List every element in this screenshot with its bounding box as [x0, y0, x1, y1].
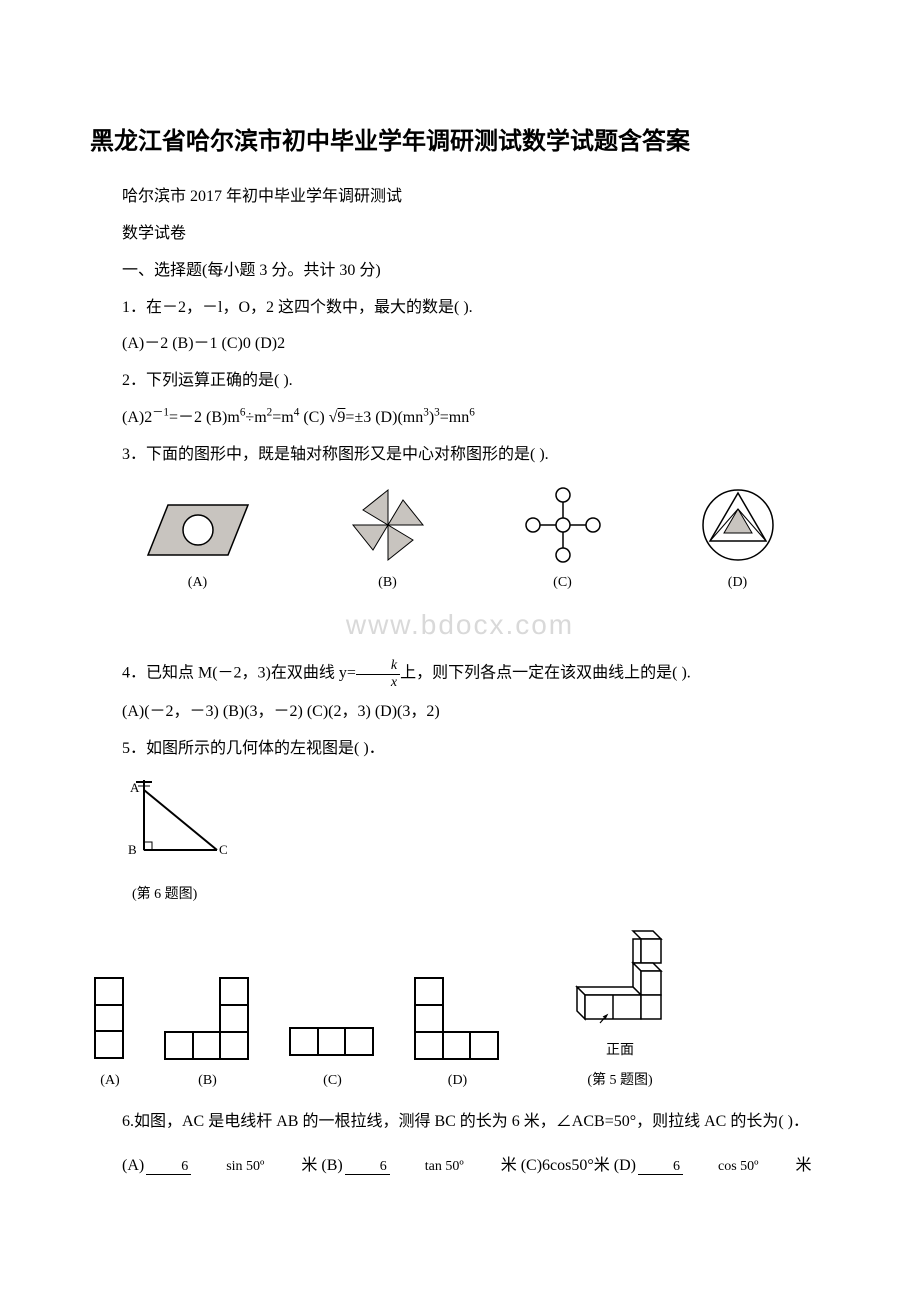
view-a-icon: [90, 973, 130, 1063]
section-heading: 一、选择题(每小题 3 分。共计 30 分): [90, 257, 830, 286]
q4-frac: kx: [356, 658, 400, 690]
q3-fig-a: (A): [143, 495, 253, 595]
q2-opt-a5: (C): [299, 409, 328, 426]
q6-num-a: 6: [146, 1159, 191, 1175]
q6-optc-label: 米 (C)6cos50°米 (D): [469, 1152, 636, 1181]
view-b-icon: [160, 973, 255, 1063]
sup-neg1: －1: [152, 407, 169, 419]
vertex-a: A: [130, 780, 140, 795]
q5-label-a: (A): [100, 1068, 119, 1093]
q3-text: 3．下面的图形中，既是轴对称图形又是中心对称图形的是( ).: [90, 441, 830, 470]
q4-post: 上，则下列各点一定在该双曲线上的是( ).: [400, 665, 691, 682]
q2-opt-a4: =m: [272, 409, 293, 426]
q3-fig-c: (C): [523, 485, 603, 595]
paper-name: 数学试卷: [90, 220, 830, 249]
circle-triangle-icon: [698, 485, 778, 565]
q3-fig-d: (D): [698, 485, 778, 595]
q5-fig-a: (A): [90, 973, 130, 1093]
q6-num-d: 6: [638, 1159, 683, 1175]
q2-text: 2．下列运算正确的是( ).: [90, 367, 830, 396]
q6-optd-suffix: 米: [764, 1152, 812, 1181]
view-d-icon: [410, 973, 505, 1063]
q6-frac-a: 6sin 50º: [146, 1159, 267, 1175]
parallelogram-circle-icon: [143, 495, 253, 565]
vertex-b: B: [128, 842, 137, 857]
sup-6b: 6: [469, 407, 475, 419]
q4-text: 4．已知点 M(－2，3)在双曲线 y=kx上，则下列各点一定在该双曲线上的是(…: [90, 658, 830, 690]
q4-x: x: [356, 675, 400, 690]
q6-optb-label: 米 (B): [269, 1152, 342, 1181]
q5-fig-c: (C): [285, 1018, 380, 1093]
view-c-icon: [285, 1018, 380, 1063]
q3-fig-b: (B): [348, 485, 428, 595]
q6-den-b: tan 50º: [390, 1159, 467, 1174]
q2-opt-a2: =－2 (B)m: [169, 409, 240, 426]
sqrt9: 9: [337, 409, 345, 426]
solid-icon: [565, 923, 675, 1033]
q5-solid: 正面 (第 5 题图): [565, 923, 675, 1093]
q1-options: (A)－2 (B)－1 (C)0 (D)2: [90, 330, 830, 359]
q6-frac-b: 6tan 50º: [345, 1159, 467, 1175]
q2-opt-a8: =mn: [440, 409, 469, 426]
q6-den-d: cos 50º: [683, 1159, 762, 1174]
q2-opt-a: (A)2: [122, 409, 152, 426]
q6-frac-d: 6cos 50º: [638, 1159, 762, 1175]
watermark: www.bdocx.com: [90, 600, 830, 650]
q5-text: 5．如图所示的几何体的左视图是( )．: [90, 735, 830, 764]
pinwheel-icon: [348, 485, 428, 565]
q2-opt-a6: =±3 (D)(mn: [345, 409, 423, 426]
q3-figures: (A) (B) (C) (D): [90, 485, 830, 595]
subtitle: 哈尔滨市 2017 年初中毕业学年调研测试: [90, 183, 830, 212]
q5-label-c: (C): [323, 1068, 342, 1093]
q6-opta-label: (A): [90, 1152, 144, 1181]
front-label: 正面: [606, 1038, 634, 1063]
q4-pre: 4．已知点 M(－2，3)在双曲线 y=: [122, 665, 356, 682]
q6-text: 6.如图，AC 是电线杆 AB 的一根拉线，测得 BC 的长为 6 米，∠ACB…: [90, 1108, 830, 1137]
q5-label-d: (D): [448, 1068, 467, 1093]
page-title: 黑龙江省哈尔滨市初中毕业学年调研测试数学试题含答案: [90, 120, 830, 163]
q6-den-a: sin 50º: [191, 1159, 267, 1174]
q3-label-c: (C): [553, 570, 572, 595]
q1-text: 1．在－2，－l，O，2 这四个数中，最大的数是( ).: [90, 294, 830, 323]
q5-fig-b: (B): [160, 973, 255, 1093]
q6-ref-figure: A B C (第 6 题图): [122, 772, 830, 908]
q6-options: (A) 6sin 50º 米 (B) 6tan 50º 米 (C)6cos50°…: [90, 1152, 830, 1181]
cross-circles-icon: [523, 485, 603, 565]
q4-k: k: [356, 658, 400, 674]
fig5-caption: (第 5 题图): [587, 1068, 652, 1093]
q5-fig-d: (D): [410, 973, 505, 1093]
q5-label-b: (B): [198, 1068, 217, 1093]
fig6-caption: (第 6 题图): [132, 882, 830, 907]
vertex-c: C: [219, 842, 228, 857]
q5-figures: (A) (B) (C) (D): [90, 923, 830, 1093]
q2-options: (A)2－1=－2 (B)m6÷m2=m4 (C) √9=±3 (D)(mn3)…: [90, 404, 830, 433]
q6-num-b: 6: [345, 1159, 390, 1175]
q2-opt-a3: ÷m: [245, 409, 266, 426]
q4-options: (A)(－2，－3) (B)(3，－2) (C)(2，3) (D)(3，2): [90, 698, 830, 727]
q3-label-b: (B): [378, 570, 397, 595]
q3-label-d: (D): [728, 570, 747, 595]
q3-label-a: (A): [188, 570, 207, 595]
triangle-pole-icon: A B C: [122, 772, 232, 872]
